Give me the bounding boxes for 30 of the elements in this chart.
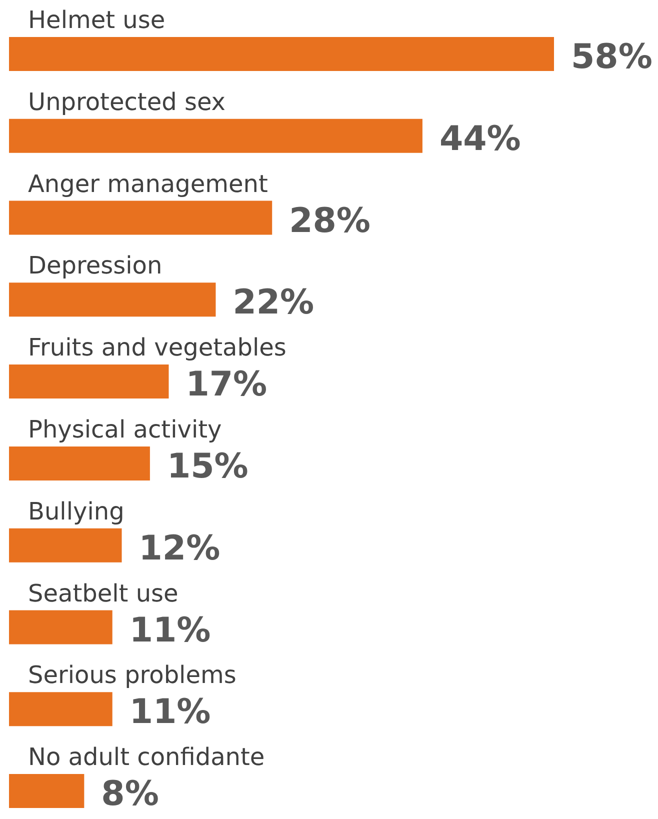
y-tick-label: No adult confidante: [28, 743, 265, 772]
y-tick-label: Anger management: [28, 170, 268, 198]
bar: [9, 528, 122, 562]
bar: [9, 36, 554, 71]
bar: [9, 774, 84, 808]
bar: [9, 692, 112, 726]
data-label: 28%: [289, 200, 370, 241]
bar: [9, 610, 112, 644]
y-tick-label: Helmet use: [28, 6, 166, 34]
data-label: 15%: [166, 446, 248, 486]
data-label: 22%: [232, 282, 314, 323]
data-label: 11%: [129, 692, 211, 732]
data-label: 44%: [439, 118, 521, 159]
bar: [9, 364, 169, 399]
data-label: 17%: [186, 364, 268, 405]
bar: [9, 118, 422, 153]
y-tick-label: Unprotected sex: [28, 88, 226, 116]
y-tick-label: Depression: [28, 252, 162, 280]
data-label: 11%: [129, 610, 211, 650]
y-tick-label: Fruits and vegetables: [28, 334, 286, 362]
bar: [9, 282, 216, 317]
bar: [9, 200, 272, 235]
y-tick-label: Seatbelt use: [28, 579, 178, 608]
y-tick-label: Serious problems: [28, 661, 236, 690]
y-tick-label: Bullying: [28, 497, 124, 526]
data-label: 12%: [138, 528, 220, 568]
data-label: 58%: [571, 36, 652, 77]
y-tick-label: Physical activity: [28, 415, 222, 444]
bar: [9, 446, 150, 480]
data-label: 8%: [101, 774, 159, 814]
